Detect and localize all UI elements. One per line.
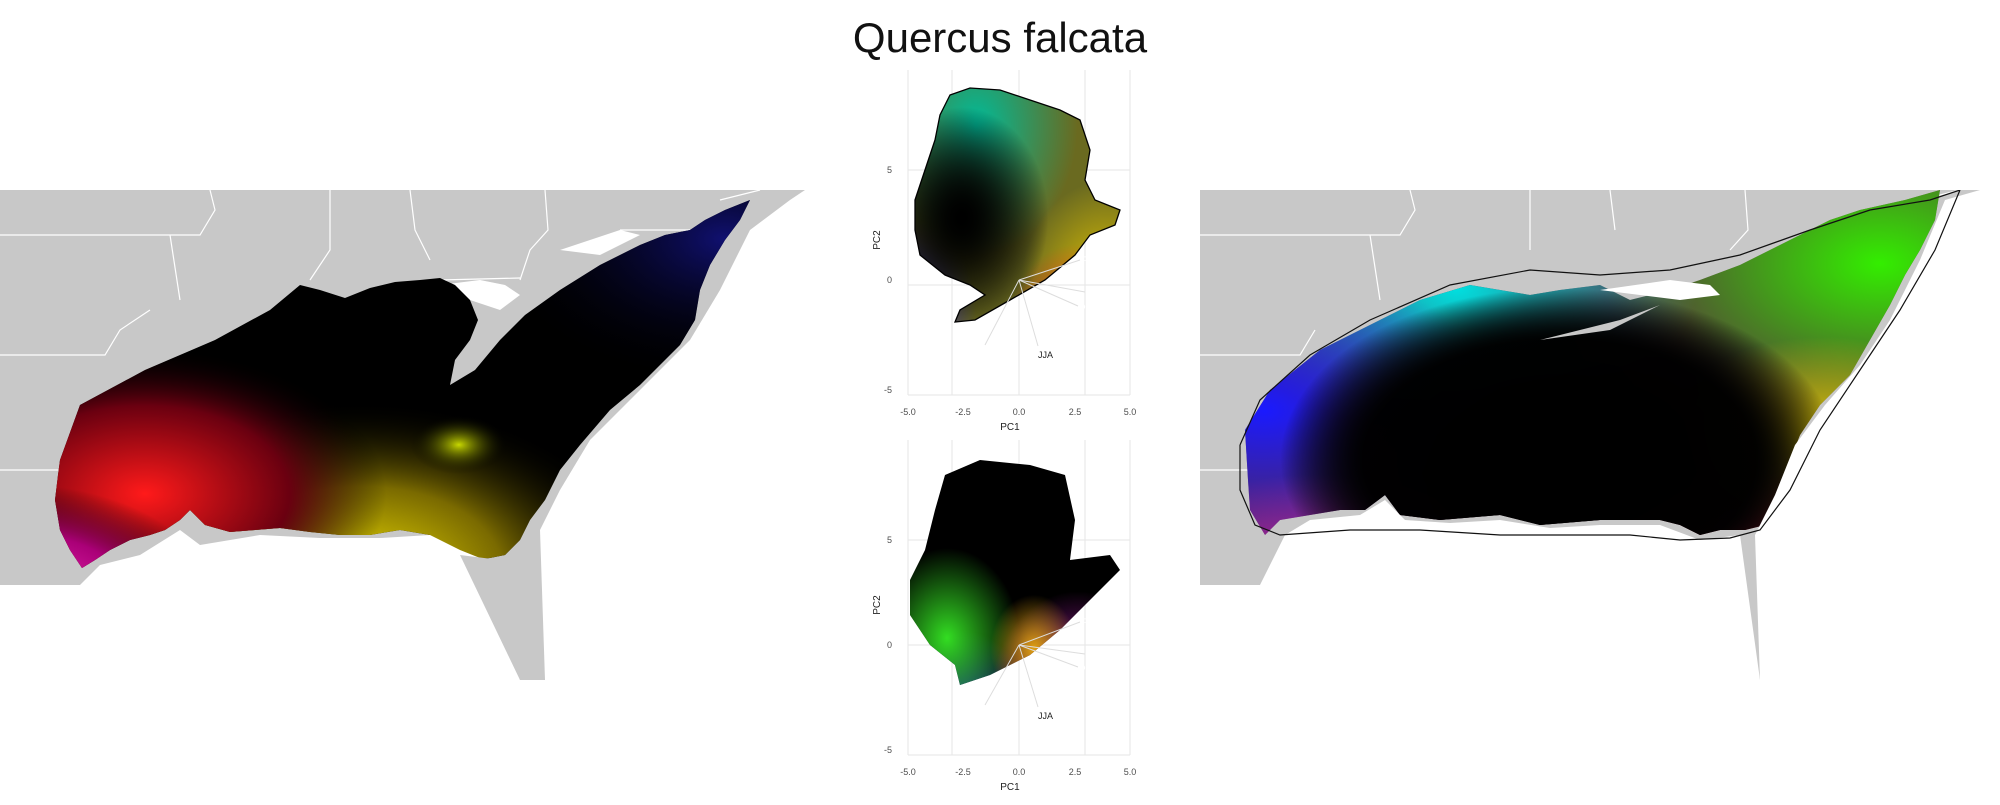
x-tick: 5.0 <box>1124 407 1137 417</box>
x-axis-label: PC1 <box>1000 422 1020 433</box>
lake-ontario <box>560 230 640 255</box>
y-tick: 5 <box>887 165 892 175</box>
y-axis-label: PC2 <box>872 595 883 615</box>
x-tick: 5.0 <box>1124 767 1137 777</box>
pca-plot-bottom: PPT AET DJF CWD JJA -5.0 -2.5 0.0 2.5 5.… <box>860 440 1150 800</box>
lake-erie <box>440 280 520 310</box>
pca-plot-top: PPT AET DJF CWD JJA -5.0 -2.5 0.0 2.5 5.… <box>860 70 1150 440</box>
y-tick: 0 <box>887 640 892 650</box>
atlantic-ocean <box>1755 190 2000 680</box>
left-map <box>0 189 805 680</box>
gulf-of-mexico <box>1200 500 1760 680</box>
vector-label-jja: JJA <box>1038 711 1053 721</box>
y-tick: -5 <box>884 385 892 395</box>
pca-vectors <box>984 259 1086 347</box>
y-tick: 5 <box>887 535 892 545</box>
lake-erie <box>1600 280 1720 300</box>
x-axis-label: PC1 <box>1000 782 1020 793</box>
state-borders <box>0 189 761 471</box>
vector-label-djf: DJF <box>1079 663 1096 673</box>
pca-vectors <box>984 621 1086 708</box>
vector-label-aet: AET <box>1086 287 1104 297</box>
pca-cloud-bottom <box>910 460 1120 685</box>
vector-label-cwd: CWD <box>972 347 994 357</box>
figure-title: Quercus falcata <box>852 14 1148 61</box>
pca-hull-outline <box>914 87 1121 323</box>
vector-label-cwd: CWD <box>972 708 994 718</box>
x-tick: -2.5 <box>955 767 971 777</box>
x-tick: 2.5 <box>1069 767 1082 777</box>
florida-peninsula <box>460 535 545 680</box>
atlantic-ocean <box>540 190 805 680</box>
x-tick: 0.0 <box>1013 767 1026 777</box>
vector-label-aet: AET <box>1086 649 1104 659</box>
pca-cloud-top <box>915 88 1120 322</box>
right-map <box>1200 189 2000 680</box>
x-tick: -5.0 <box>900 767 916 777</box>
y-tick: 0 <box>887 275 892 285</box>
vector-label-ppt: PPT <box>1082 617 1100 627</box>
x-tick: -5.0 <box>900 407 916 417</box>
vector-label-ppt: PPT <box>1082 255 1100 265</box>
x-tick: 0.0 <box>1013 407 1026 417</box>
x-tick: -2.5 <box>955 407 971 417</box>
range-hull-outline <box>1239 189 1961 541</box>
gulf-of-mexico <box>0 530 520 680</box>
y-tick: -5 <box>884 745 892 755</box>
y-axis-label: PC2 <box>872 230 883 250</box>
vector-label-djf: DJF <box>1079 302 1096 312</box>
vector-label-jja: JJA <box>1038 350 1053 360</box>
x-tick: 2.5 <box>1069 407 1082 417</box>
